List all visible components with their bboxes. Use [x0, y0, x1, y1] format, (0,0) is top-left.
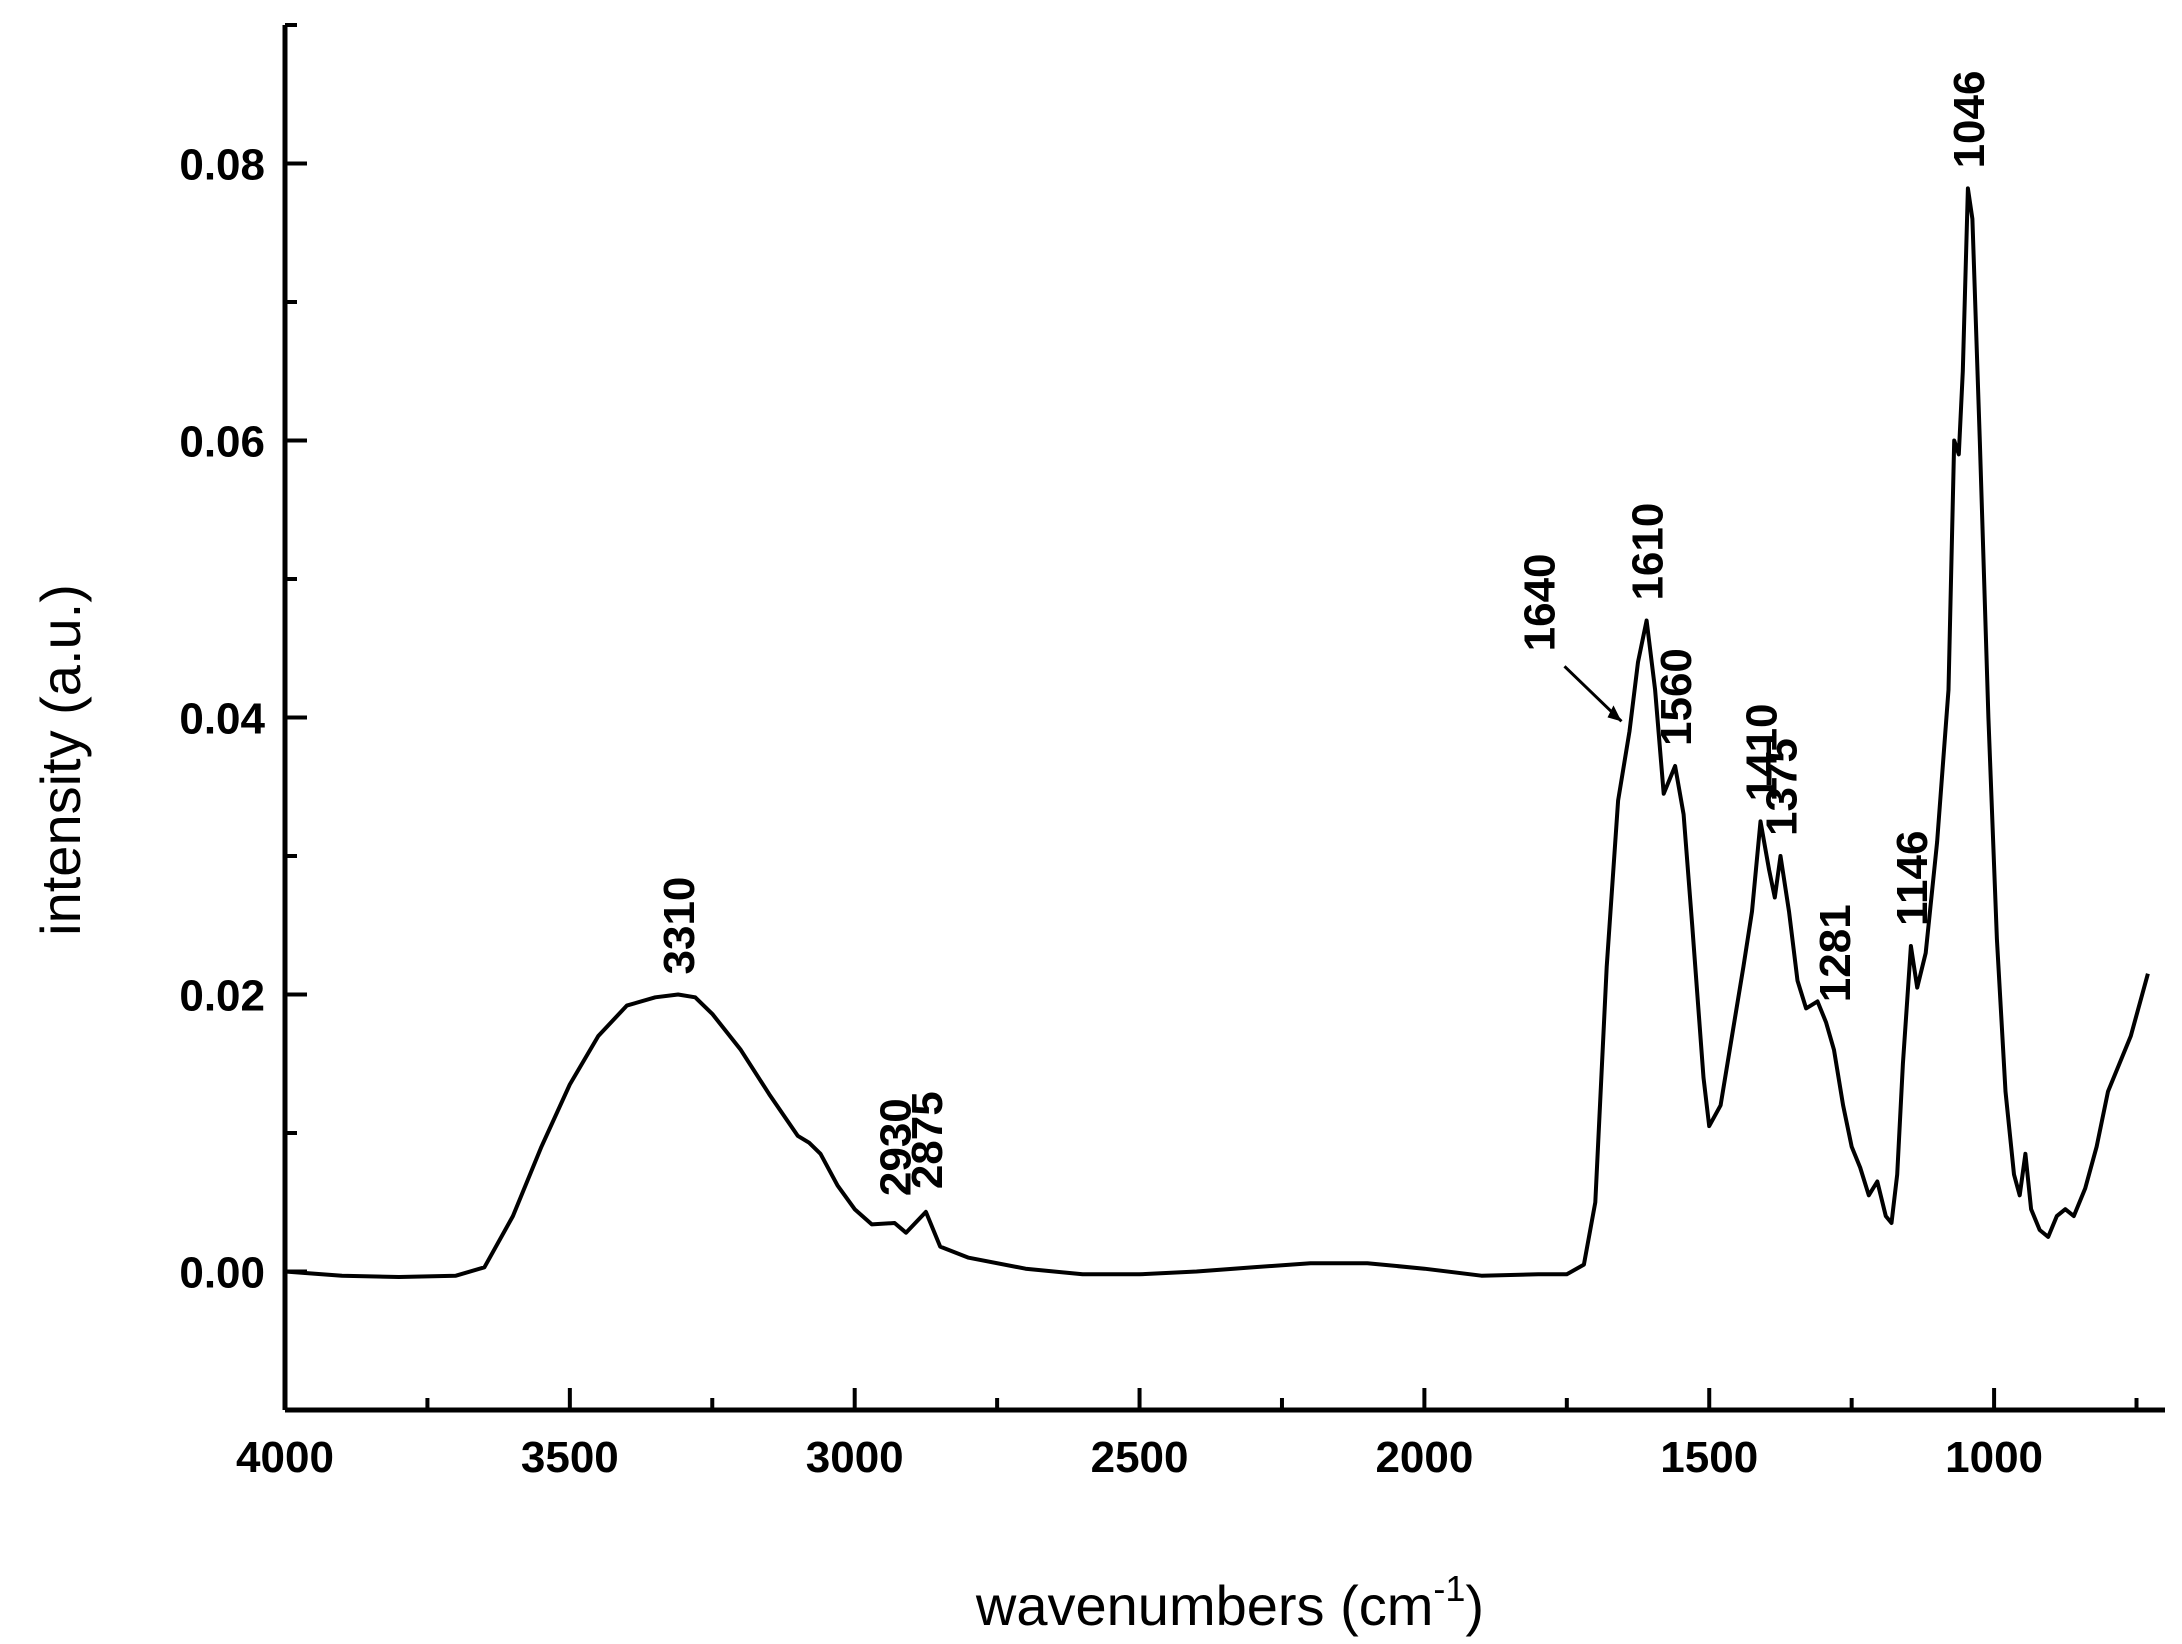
x-axis-title-superscript: -1	[1433, 1568, 1465, 1609]
arrow-head-icon	[1607, 705, 1622, 722]
x-tick-label: 1500	[1660, 1433, 1758, 1482]
x-tick-label: 3500	[521, 1433, 619, 1482]
peak-label: 2875	[903, 1091, 952, 1189]
peak-annotation: 1560	[1652, 648, 1701, 746]
y-tick-label: 0.00	[179, 1249, 265, 1298]
peak-annotation: 1410	[1738, 703, 1787, 801]
peak-label: 1146	[1888, 831, 1937, 926]
y-tick-label: 0.02	[179, 972, 265, 1021]
x-tick-label: 2500	[1091, 1433, 1189, 1482]
y-tick-label: 0.08	[179, 141, 265, 190]
x-axis-title: wavenumbers (cm-1)	[975, 1568, 1484, 1637]
ticks-layer: 4000 3500 3000 2500 2000 1500 1000 0.00 0.02 0.04…	[179, 23, 2139, 1482]
peak-label: 1375	[1757, 738, 1806, 836]
peak-annotation: 1640	[1515, 553, 1623, 723]
x-axis-title-main: wavenumbers (cm	[975, 1574, 1433, 1637]
peak-annotation: 1375	[1757, 738, 1806, 836]
peak-label: 1560	[1652, 648, 1701, 746]
series-layer	[284, 186, 2150, 1279]
x-tick-label: 2000	[1375, 1433, 1473, 1482]
peak-annotation: 1146	[1888, 831, 1937, 926]
peak-annotation: 1281	[1811, 904, 1860, 1002]
peak-label: 1610	[1624, 503, 1673, 601]
x-tick-label: 3000	[806, 1433, 904, 1482]
peak-annotation: 1610	[1624, 503, 1673, 601]
peak-label: 2930	[872, 1098, 921, 1196]
peak-label: 3310	[655, 877, 704, 975]
x-axis-title-suffix: )	[1465, 1574, 1484, 1637]
peak-label: 1046	[1945, 71, 1994, 169]
peak-annotation: 2875	[903, 1091, 952, 1189]
peak-annotation: 1046	[1945, 71, 1994, 169]
peak-annotation: 3310	[655, 877, 704, 975]
peak-label: 1281	[1811, 904, 1860, 1002]
x-tick-label: 1000	[1945, 1433, 2043, 1482]
y-tick-label: 0.06	[179, 418, 265, 467]
spectrum-line	[284, 186, 2150, 1279]
y-axis-title: intensity (a.u.)	[29, 584, 92, 936]
x-tick-label: 4000	[236, 1433, 334, 1482]
peak-label: 1410	[1738, 703, 1787, 801]
peak-label: 1640	[1515, 553, 1564, 651]
axis-titles: wavenumbers (cm-1) intensity (a.u.)	[29, 584, 1484, 1637]
y-tick-label: 0.04	[179, 695, 265, 744]
peak-annotation: 2930	[872, 1098, 921, 1196]
